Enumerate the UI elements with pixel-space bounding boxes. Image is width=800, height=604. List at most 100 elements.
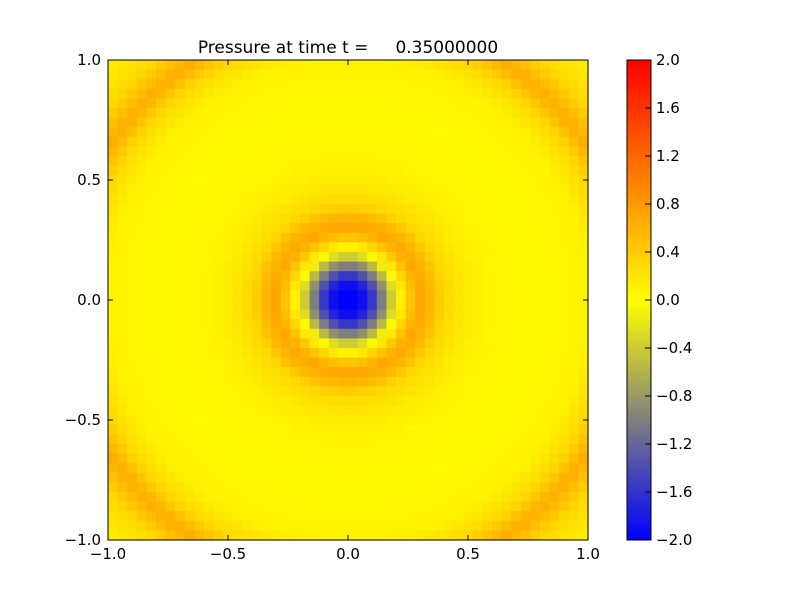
heatmap-cell (367, 309, 378, 320)
heatmap-cell (482, 357, 493, 368)
heatmap-cell (319, 223, 330, 234)
heatmap-cell (482, 108, 493, 119)
heatmap-cell (549, 223, 560, 234)
heatmap-cell (184, 117, 195, 128)
heatmap-cell (559, 511, 570, 522)
heatmap-cell (204, 492, 215, 503)
heatmap-cell (280, 405, 291, 416)
heatmap-cell (444, 482, 455, 493)
heatmap-cell (175, 396, 186, 407)
heatmap-cell (300, 472, 311, 483)
heatmap-cell (156, 290, 167, 301)
heatmap-cell (520, 501, 531, 512)
heatmap-cell (117, 184, 128, 195)
heatmap-cell (482, 290, 493, 301)
heatmap-cell (578, 376, 589, 387)
heatmap-cell (472, 194, 483, 205)
heatmap-cell (415, 165, 426, 176)
heatmap-cell (540, 69, 551, 80)
heatmap-cell (501, 501, 512, 512)
heatmap-cell (108, 415, 119, 426)
heatmap-cell (357, 434, 368, 445)
heatmap-cell (146, 357, 157, 368)
heatmap-cell (146, 530, 157, 541)
heatmap-cell (453, 348, 464, 359)
heatmap-cell (127, 127, 138, 138)
colorbar-tick-label: 0.8 (656, 195, 680, 213)
heatmap-cell (117, 309, 128, 320)
heatmap-cell (136, 280, 147, 291)
heatmap-cell (136, 396, 147, 407)
heatmap-cell (492, 501, 503, 512)
heatmap-cell (424, 184, 435, 195)
heatmap-cell (290, 530, 301, 541)
heatmap-cell (367, 482, 378, 493)
heatmap-cell (520, 328, 531, 339)
heatmap-cell (405, 184, 416, 195)
heatmap-cell (108, 463, 119, 474)
heatmap-cell (290, 386, 301, 397)
heatmap-cell (338, 108, 349, 119)
heatmap-cell (136, 348, 147, 359)
heatmap-cell (482, 396, 493, 407)
heatmap-cell (223, 300, 234, 311)
heatmap-cell (511, 511, 522, 522)
heatmap-cell (127, 530, 138, 541)
heatmap-cell (223, 232, 234, 243)
heatmap-cell (328, 79, 339, 90)
heatmap-cell (472, 396, 483, 407)
heatmap-cell (271, 69, 282, 80)
heatmap-cell (511, 300, 522, 311)
heatmap-cell (376, 492, 387, 503)
heatmap-cell (482, 348, 493, 359)
heatmap-cell (271, 348, 282, 359)
heatmap-cell (309, 472, 320, 483)
heatmap-cell (300, 376, 311, 387)
heatmap-cell (204, 453, 215, 464)
heatmap-cell (376, 175, 387, 186)
heatmap-cell (463, 88, 474, 99)
heatmap-cell (108, 530, 119, 541)
heatmap-cell (204, 530, 215, 541)
heatmap-cell (568, 261, 579, 272)
heatmap-cell (530, 501, 541, 512)
heatmap-cell (108, 300, 119, 311)
axis-ticks: −1.0 −0.5 0.0 0.5 1.0−1.0−0.50.00.51.0 (65, 51, 600, 563)
heatmap-cell (578, 136, 589, 147)
heatmap-cell (540, 309, 551, 320)
heatmap-cell (194, 348, 205, 359)
heatmap-cell (386, 511, 397, 522)
heatmap-cell (424, 146, 435, 157)
heatmap-cell (386, 88, 397, 99)
heatmap-cell (108, 165, 119, 176)
heatmap-cell (300, 338, 311, 349)
heatmap-cell (549, 69, 560, 80)
heatmap-cell (280, 415, 291, 426)
heatmap-cell (549, 242, 560, 253)
heatmap-cell (482, 127, 493, 138)
heatmap-cell (309, 405, 320, 416)
heatmap-cell (300, 424, 311, 435)
heatmap-cell (559, 415, 570, 426)
heatmap-cell (328, 434, 339, 445)
heatmap-cell (261, 520, 272, 531)
heatmap-cell (348, 223, 359, 234)
heatmap-cell (175, 232, 186, 243)
heatmap-cell (511, 424, 522, 435)
heatmap-cell (463, 261, 474, 272)
heatmap-cell (146, 396, 157, 407)
heatmap-cell (520, 367, 531, 378)
heatmap-cell (357, 60, 368, 71)
heatmap-cell (127, 88, 138, 99)
heatmap-cell (530, 69, 541, 80)
heatmap-cell (290, 165, 301, 176)
heatmap-cell (252, 232, 263, 243)
heatmap-cell (396, 156, 407, 167)
heatmap-cell (165, 511, 176, 522)
heatmap-cell (578, 511, 589, 522)
heatmap-cell (444, 69, 455, 80)
heatmap-cell (319, 453, 330, 464)
heatmap-cell (434, 463, 445, 474)
heatmap-cell (578, 357, 589, 368)
heatmap-cell (549, 328, 560, 339)
